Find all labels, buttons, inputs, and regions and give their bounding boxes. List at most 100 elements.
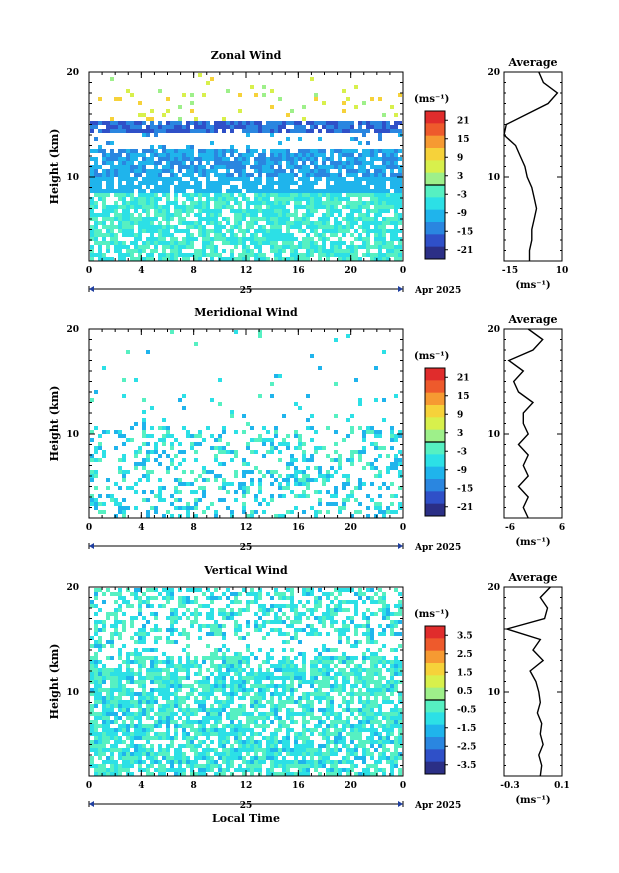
heatmap-cell xyxy=(310,716,314,720)
heatmap-cell xyxy=(238,672,242,676)
x-tick-label: 12 xyxy=(240,266,253,276)
heatmap-cell xyxy=(142,676,146,680)
heatmap-cell xyxy=(130,221,134,225)
heatmap-cell xyxy=(334,684,338,688)
heatmap-cell xyxy=(218,676,222,680)
heatmap-cell xyxy=(394,233,398,237)
heatmap-cell xyxy=(274,712,278,716)
heatmap-cell xyxy=(334,201,338,205)
heatmap-cell xyxy=(230,197,234,201)
heatmap-cell xyxy=(330,748,334,752)
heatmap-cell xyxy=(366,430,370,434)
heatmap-cell xyxy=(138,752,142,756)
heatmap-cell xyxy=(162,736,166,740)
heatmap-cell xyxy=(142,422,146,426)
heatmap-cell xyxy=(278,740,282,744)
heatmap-cell xyxy=(270,213,274,217)
heatmap-cell xyxy=(90,237,94,241)
heatmap-cell xyxy=(222,680,226,684)
heatmap-cell xyxy=(110,752,114,756)
heatmap-cell xyxy=(246,736,250,740)
heatmap-cell xyxy=(182,149,186,153)
heatmap-cell xyxy=(274,688,278,692)
x-tick-label: 8 xyxy=(191,523,197,533)
heatmap-cell xyxy=(138,101,142,105)
heatmap-cell xyxy=(282,720,286,724)
heatmap-cell xyxy=(326,604,330,608)
heatmap-cell xyxy=(246,660,250,664)
heatmap-cell xyxy=(186,514,190,518)
heatmap-cell xyxy=(270,648,274,652)
heatmap-cell xyxy=(290,664,294,668)
heatmap-cell xyxy=(130,736,134,740)
heatmap-cell xyxy=(122,225,126,229)
heatmap-cell xyxy=(298,205,302,209)
heatmap-cell xyxy=(222,664,226,668)
heatmap-cell xyxy=(146,632,150,636)
heatmap-cell xyxy=(366,173,370,177)
heatmap-cell xyxy=(218,608,222,612)
heatmap-cell xyxy=(334,772,338,776)
heatmap-cell xyxy=(198,704,202,708)
heatmap-cell xyxy=(178,478,182,482)
heatmap-cell xyxy=(110,221,114,225)
heatmap-cell xyxy=(182,394,186,398)
heatmap-cell xyxy=(262,153,266,157)
heatmap-cell xyxy=(230,153,234,157)
heatmap-cell xyxy=(350,257,354,261)
heatmap-cell xyxy=(162,165,166,169)
heatmap-cell xyxy=(334,604,338,608)
heatmap-cell xyxy=(94,193,98,197)
heatmap-cell xyxy=(334,173,338,177)
heatmap-cell xyxy=(366,462,370,466)
heatmap-cell xyxy=(238,744,242,748)
heatmap-cell xyxy=(166,466,170,470)
heatmap-cell xyxy=(166,233,170,237)
heatmap-cell xyxy=(302,748,306,752)
heatmap-cell xyxy=(106,494,110,498)
heatmap-cell xyxy=(174,478,178,482)
heatmap-cell xyxy=(338,149,342,153)
heatmap-cell xyxy=(382,225,386,229)
heatmap-cell xyxy=(394,249,398,253)
heatmap-cell xyxy=(154,193,158,197)
heatmap-cell xyxy=(286,664,290,668)
heatmap-cell xyxy=(302,612,306,616)
heatmap-cell xyxy=(206,121,210,125)
heatmap-cell xyxy=(102,205,106,209)
heatmap-cell xyxy=(342,217,346,221)
heatmap-cell xyxy=(358,161,362,165)
heatmap-cell xyxy=(190,708,194,712)
heatmap-cell xyxy=(394,209,398,213)
heatmap-cell xyxy=(178,249,182,253)
heatmap-cell xyxy=(126,225,130,229)
heatmap-cell xyxy=(190,446,194,450)
heatmap-cell xyxy=(374,221,378,225)
heatmap-cell xyxy=(134,462,138,466)
heatmap-cell xyxy=(358,197,362,201)
heatmap-cell xyxy=(106,233,110,237)
heatmap-cell xyxy=(202,700,206,704)
heatmap-cell xyxy=(162,229,166,233)
heatmap-cell xyxy=(250,768,254,772)
heatmap-cell xyxy=(190,93,194,97)
heatmap-cell xyxy=(278,169,282,173)
heatmap-cell xyxy=(310,213,314,217)
heatmap-cell xyxy=(102,153,106,157)
heatmap-cell xyxy=(170,245,174,249)
heatmap-cell xyxy=(118,177,122,181)
heatmap-cell xyxy=(134,121,138,125)
colorbar-swatch xyxy=(425,123,445,137)
heatmap-cell xyxy=(294,237,298,241)
heatmap-cell xyxy=(154,446,158,450)
heatmap-cell xyxy=(174,668,178,672)
heatmap-cell xyxy=(110,209,114,213)
heatmap-cell xyxy=(174,772,178,776)
heatmap-cell xyxy=(134,616,138,620)
heatmap-cell xyxy=(234,169,238,173)
heatmap-cell xyxy=(354,105,358,109)
heatmap-cell xyxy=(326,165,330,169)
heatmap-cell xyxy=(210,257,214,261)
heatmap-cell xyxy=(146,768,150,772)
heatmap-cell xyxy=(322,732,326,736)
